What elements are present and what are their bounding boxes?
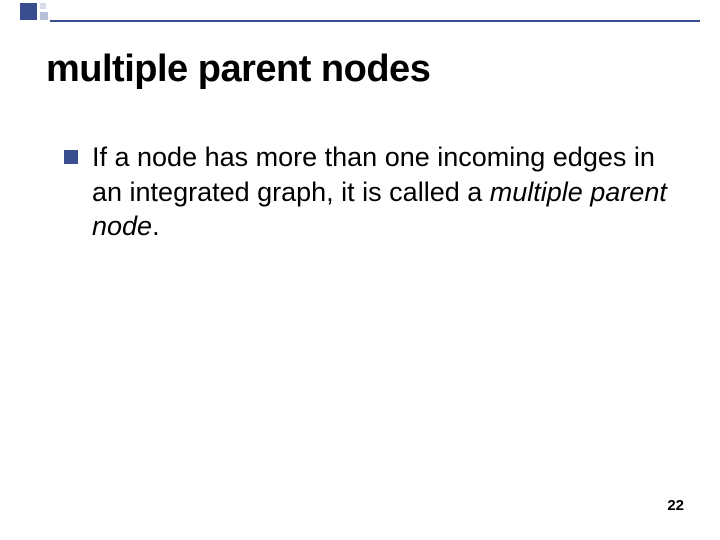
square-bullet-icon — [64, 150, 78, 164]
bullet-text: If a node has more than one incoming edg… — [92, 140, 670, 244]
accent-square-large — [20, 3, 37, 20]
header-rule-line — [50, 20, 700, 22]
bullet-item: If a node has more than one incoming edg… — [64, 140, 670, 244]
accent-square-small-top — [40, 3, 46, 9]
bullet-text-part2: . — [152, 211, 160, 241]
slide-body: If a node has more than one incoming edg… — [64, 140, 670, 244]
page-number: 22 — [667, 497, 684, 514]
slide-header-decoration — [0, 0, 720, 24]
accent-square-small-bottom — [40, 12, 48, 20]
slide-title: multiple parent nodes — [46, 48, 430, 91]
